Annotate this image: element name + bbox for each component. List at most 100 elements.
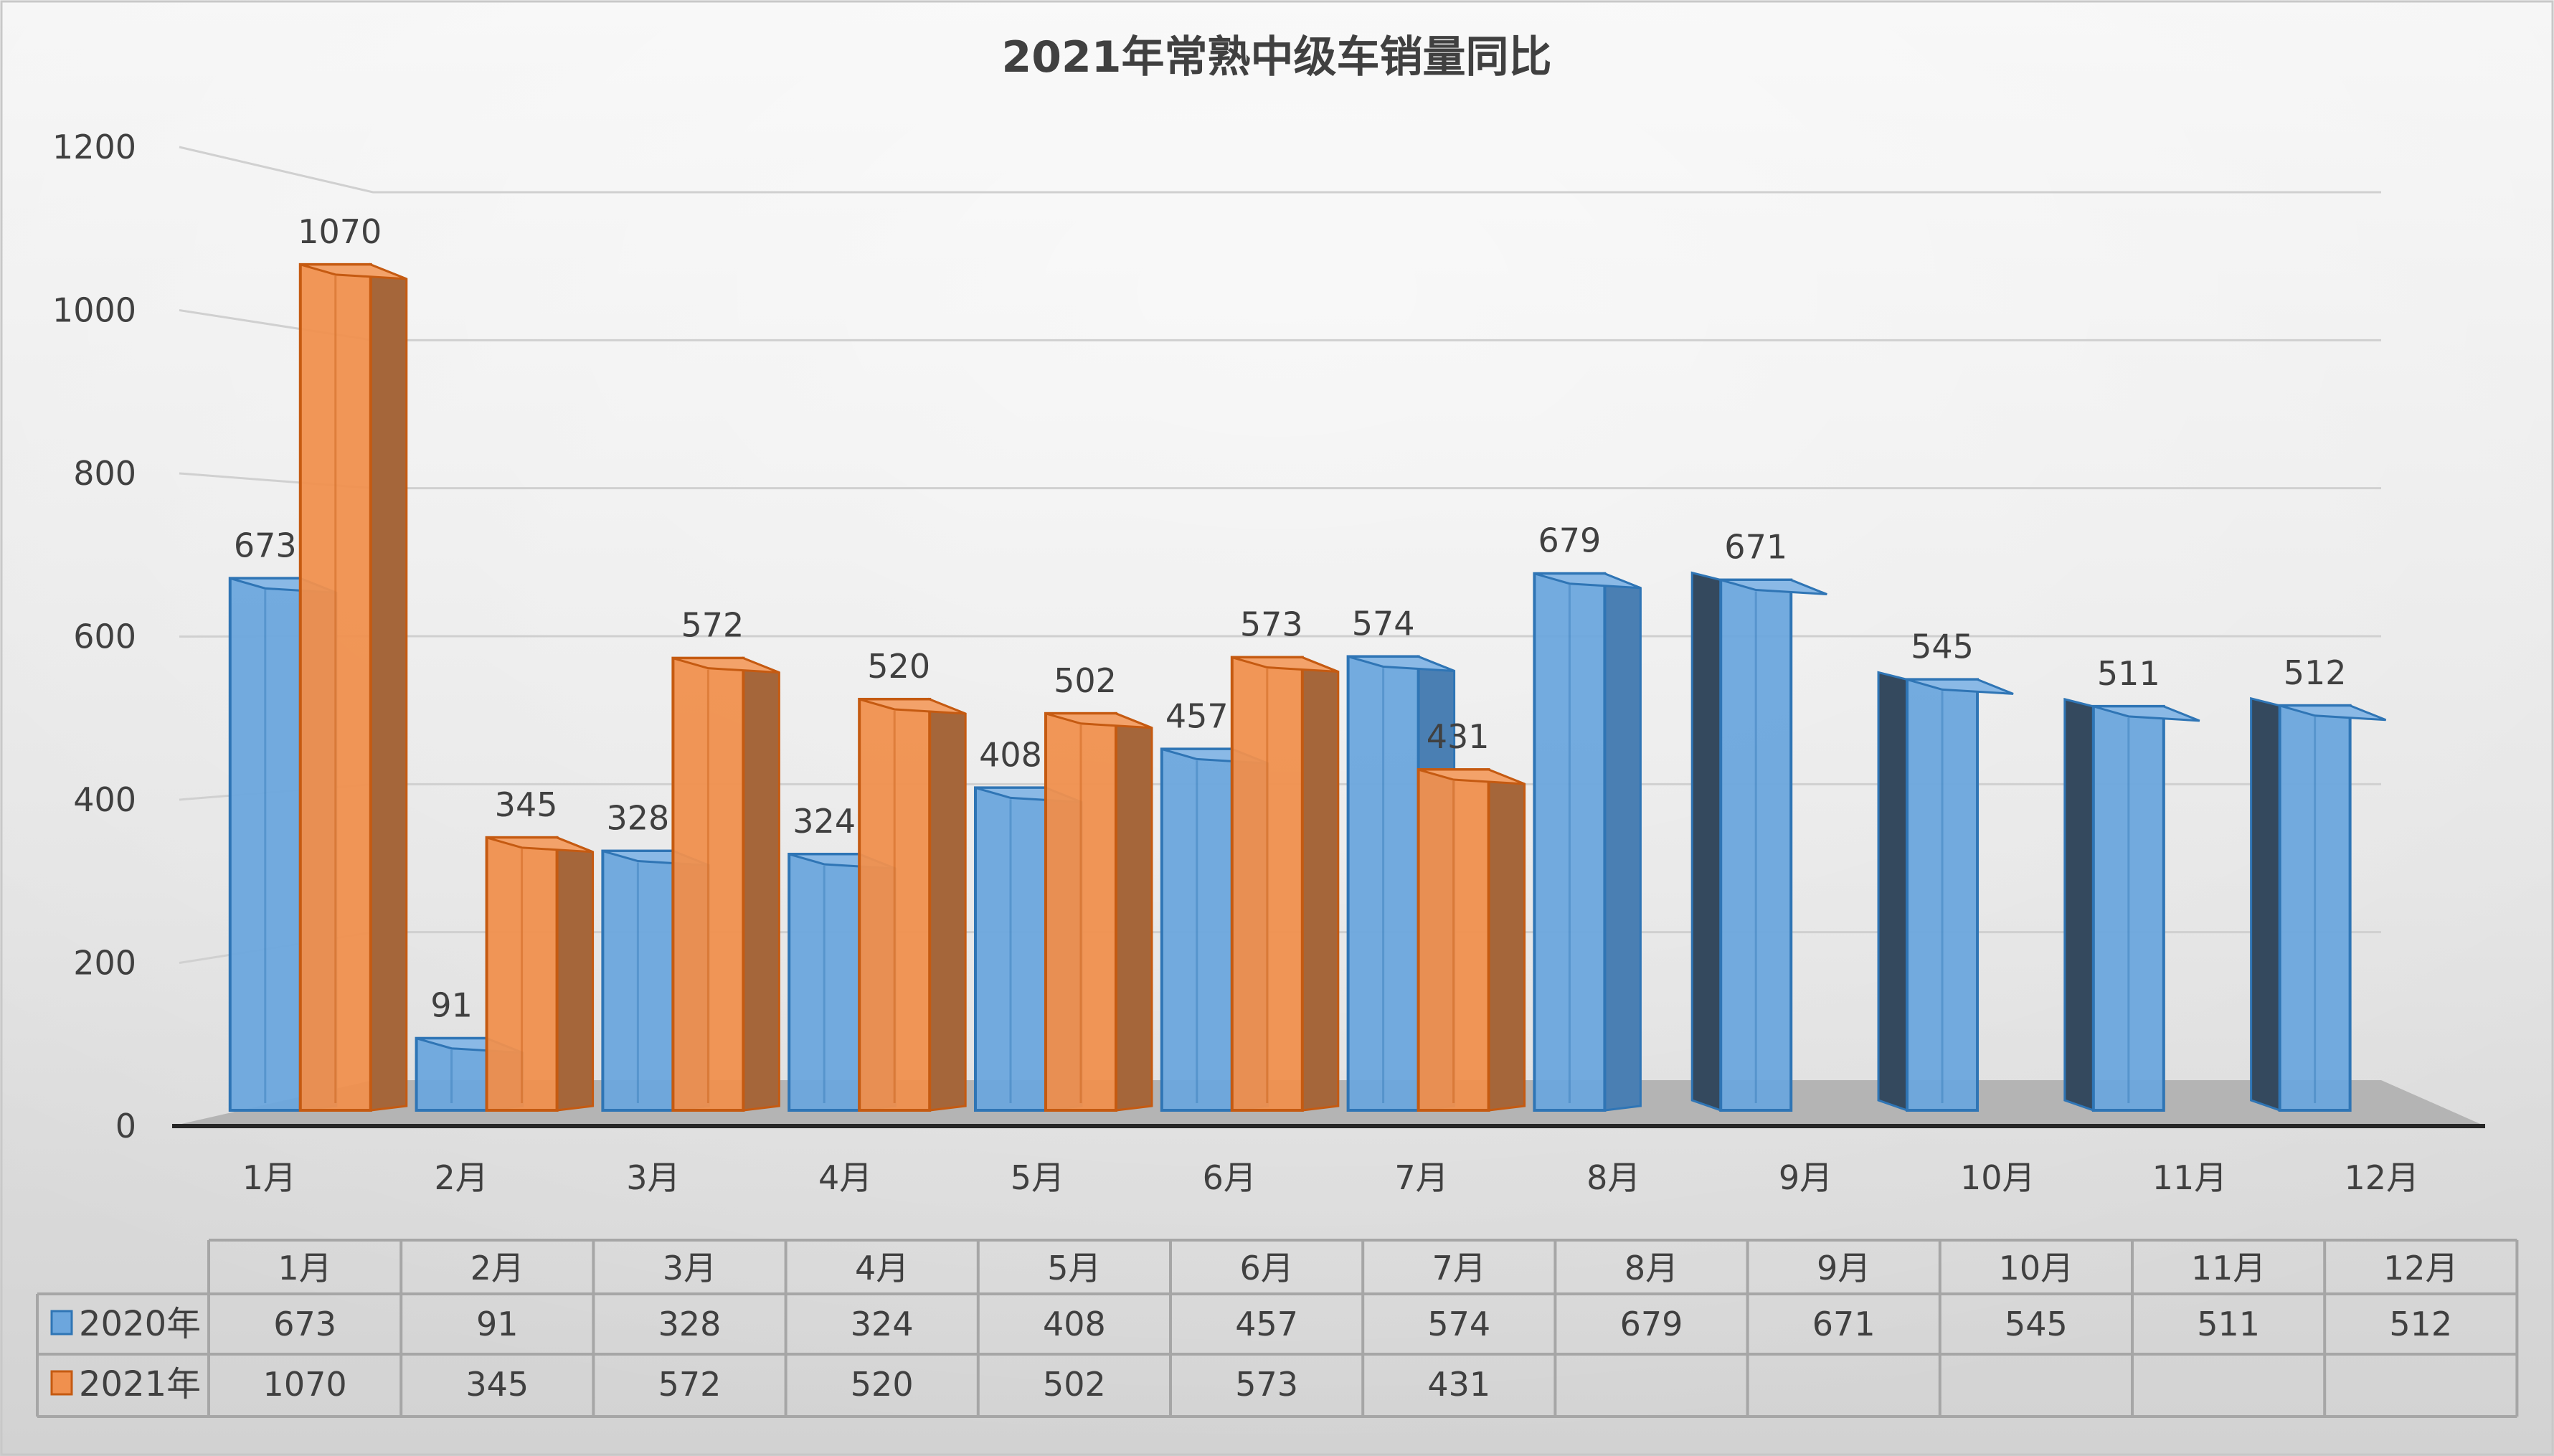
bar-2021年-4月[interactable]: [858, 697, 932, 1112]
table-cell: 502: [1043, 1365, 1106, 1404]
table-header: 9月: [1817, 1249, 1870, 1287]
data-label: 574: [1352, 604, 1415, 643]
data-label: 573: [1240, 605, 1303, 644]
bar-side: [369, 263, 408, 1112]
table-cell: 673: [273, 1305, 336, 1343]
legend-label: 2021年: [79, 1364, 201, 1404]
bar-side: [928, 697, 967, 1112]
bar-2021年-3月[interactable]: [671, 656, 745, 1112]
bar-side: [556, 836, 595, 1112]
data-label: 91: [430, 986, 473, 1025]
table-cell: 679: [1620, 1305, 1683, 1343]
table-header: 11月: [2191, 1249, 2266, 1287]
legend-label: 2020年: [79, 1304, 201, 1344]
bar-top: [672, 657, 780, 674]
y-tick-label: 800: [73, 454, 136, 493]
chart-title: 2021年常熟中级车销量同比: [1002, 32, 1552, 82]
bar-2021年-2月[interactable]: [485, 836, 559, 1112]
bar-side: [1115, 712, 1153, 1112]
table-header: 6月: [1239, 1249, 1293, 1287]
bar-side: [1301, 656, 1340, 1112]
table-cell: 545: [2005, 1305, 2068, 1343]
x-tick-label: 5月: [1011, 1158, 1064, 1197]
bar-top: [1533, 572, 1641, 590]
table-cell: 512: [2389, 1305, 2452, 1343]
table-header: 5月: [1047, 1249, 1101, 1287]
data-label: 457: [1165, 696, 1229, 735]
table-header: 3月: [663, 1249, 716, 1287]
table-cell: 457: [1235, 1305, 1298, 1343]
bar-2020年-12月[interactable]: [2278, 704, 2352, 1112]
bar-2021年-5月[interactable]: [1044, 712, 1117, 1112]
bar-side: [1488, 767, 1526, 1112]
x-tick-label: 10月: [1960, 1158, 2035, 1197]
bar-top: [486, 836, 594, 854]
bar-2020年-8月[interactable]: [1533, 572, 1607, 1112]
y-tick-label: 600: [73, 618, 136, 656]
y-tick-label: 400: [73, 780, 136, 819]
bar-top: [1418, 768, 1526, 785]
bar-2020年-3月[interactable]: [601, 849, 675, 1112]
data-label: 545: [1911, 627, 1974, 666]
bar-side: [1877, 671, 1909, 1112]
table-cell: 91: [476, 1305, 519, 1343]
bar-top: [1045, 712, 1153, 729]
bar-top: [1720, 579, 1827, 596]
table-header: 12月: [2383, 1249, 2459, 1287]
y-tick-label: 1200: [52, 128, 136, 166]
data-label: 512: [2284, 653, 2347, 692]
table-cell: 431: [1427, 1365, 1490, 1404]
table-cell: 345: [465, 1365, 529, 1404]
table-header: 8月: [1624, 1249, 1678, 1287]
legend-key: [50, 1310, 73, 1336]
x-tick-label: 12月: [2345, 1158, 2420, 1197]
x-tick-label: 9月: [1779, 1158, 1832, 1197]
bar-2020年-7月[interactable]: [1346, 655, 1420, 1112]
data-label: 679: [1538, 521, 1602, 560]
bar-top: [1348, 655, 1455, 672]
bar-top: [859, 698, 966, 715]
bar-side: [2250, 696, 2281, 1112]
data-label: 408: [979, 735, 1042, 774]
table-header: 10月: [1999, 1249, 2074, 1287]
bar-side: [2063, 697, 2095, 1112]
table-cell: 408: [1043, 1305, 1106, 1343]
bar-2021年-1月[interactable]: [298, 263, 372, 1112]
legend-key: [50, 1370, 73, 1396]
table-header: 2月: [470, 1249, 524, 1287]
table-cell: 573: [1235, 1365, 1298, 1404]
table-cell: 328: [658, 1305, 722, 1343]
y-tick-label: 200: [73, 944, 136, 983]
table-header: 7月: [1432, 1249, 1486, 1287]
bar-side: [1603, 572, 1642, 1112]
bar-top: [300, 263, 407, 280]
table-header: 4月: [855, 1249, 909, 1287]
table-cell: 511: [2197, 1305, 2260, 1343]
table-cell: 574: [1427, 1305, 1490, 1343]
x-tick-label: 3月: [626, 1158, 680, 1197]
data-label: 572: [681, 606, 744, 645]
bar-2021年-6月[interactable]: [1230, 656, 1304, 1112]
bar-top: [1906, 678, 2014, 695]
x-tick-label: 7月: [1394, 1158, 1448, 1197]
data-label: 673: [234, 526, 297, 564]
bar-top: [2279, 704, 2387, 722]
data-label: 671: [1724, 528, 1787, 567]
table-cell: 1070: [263, 1365, 347, 1404]
bar-top: [1231, 656, 1339, 673]
bar-2020年-1月[interactable]: [228, 577, 302, 1112]
y-tick-label: 1000: [52, 291, 136, 330]
data-label: 345: [495, 785, 558, 824]
bar-2020年-10月[interactable]: [1906, 678, 1980, 1112]
x-tick-label: 4月: [818, 1158, 872, 1197]
data-label: 520: [867, 647, 930, 686]
table-cell: 520: [851, 1365, 914, 1404]
table-cell: 572: [658, 1365, 722, 1404]
x-tick-label: 11月: [2152, 1158, 2228, 1197]
x-tick-label: 8月: [1586, 1158, 1640, 1197]
data-label: 502: [1054, 661, 1117, 700]
data-label: 324: [793, 802, 856, 841]
data-label: 1070: [298, 212, 382, 251]
table-cell: 324: [851, 1305, 914, 1343]
